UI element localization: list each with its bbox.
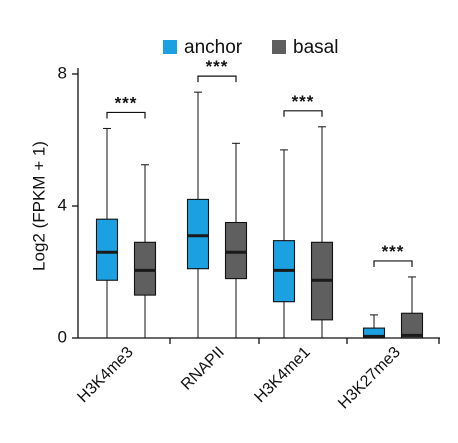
iqr-box (362, 327, 386, 339)
box-basal-rnapii (224, 142, 248, 339)
box-anchor-rnapii (186, 91, 210, 339)
bracket-line (283, 110, 323, 117)
significance-label: *** (206, 57, 229, 76)
iqr-box (133, 241, 157, 296)
box-basal-h3k4me3 (133, 164, 157, 339)
y-tick-label: 4 (58, 195, 67, 214)
iqr-box (224, 221, 248, 280)
y-tick-label: 8 (58, 63, 67, 82)
box-anchor-h3k4me3 (95, 127, 119, 339)
bracket-line (373, 260, 413, 267)
significance-label: *** (115, 93, 138, 112)
significance-label: *** (382, 242, 405, 261)
significance-bracket: *** (283, 92, 323, 117)
legend-swatch (272, 40, 286, 54)
significance-bracket: *** (106, 93, 146, 119)
iqr-box (95, 218, 119, 281)
iqr-box (186, 198, 210, 270)
bracket-line (197, 75, 237, 83)
legend: anchor basal (163, 37, 338, 58)
x-category-label: H3K4me1 (251, 344, 313, 406)
y-axis-label: Log2 (FPKM + 1) (29, 141, 48, 271)
significance-label: *** (292, 92, 315, 111)
box-anchor-h3k4me1 (272, 149, 296, 339)
box-basal-h3k4me1 (310, 126, 334, 339)
legend-label: basal (293, 37, 338, 58)
x-category-label: RNAPII (178, 344, 228, 394)
x-category-label: H3K27me3 (335, 344, 404, 413)
legend-swatch (163, 40, 177, 54)
bracket-line (106, 111, 146, 119)
significance-bracket: *** (197, 57, 237, 83)
iqr-box (400, 312, 424, 339)
plot-area: *** *** *** *** (95, 57, 424, 339)
box-basal-h3k27me3 (400, 276, 424, 339)
legend-label: anchor (184, 37, 243, 58)
x-category-label: H3K4me3 (74, 344, 136, 406)
significance-bracket: *** (373, 242, 413, 267)
legend-item-basal: basal (272, 37, 338, 58)
y-tick-label: 0 (58, 327, 67, 346)
legend-item-anchor: anchor (163, 37, 243, 58)
box-anchor-h3k27me3 (362, 314, 386, 339)
